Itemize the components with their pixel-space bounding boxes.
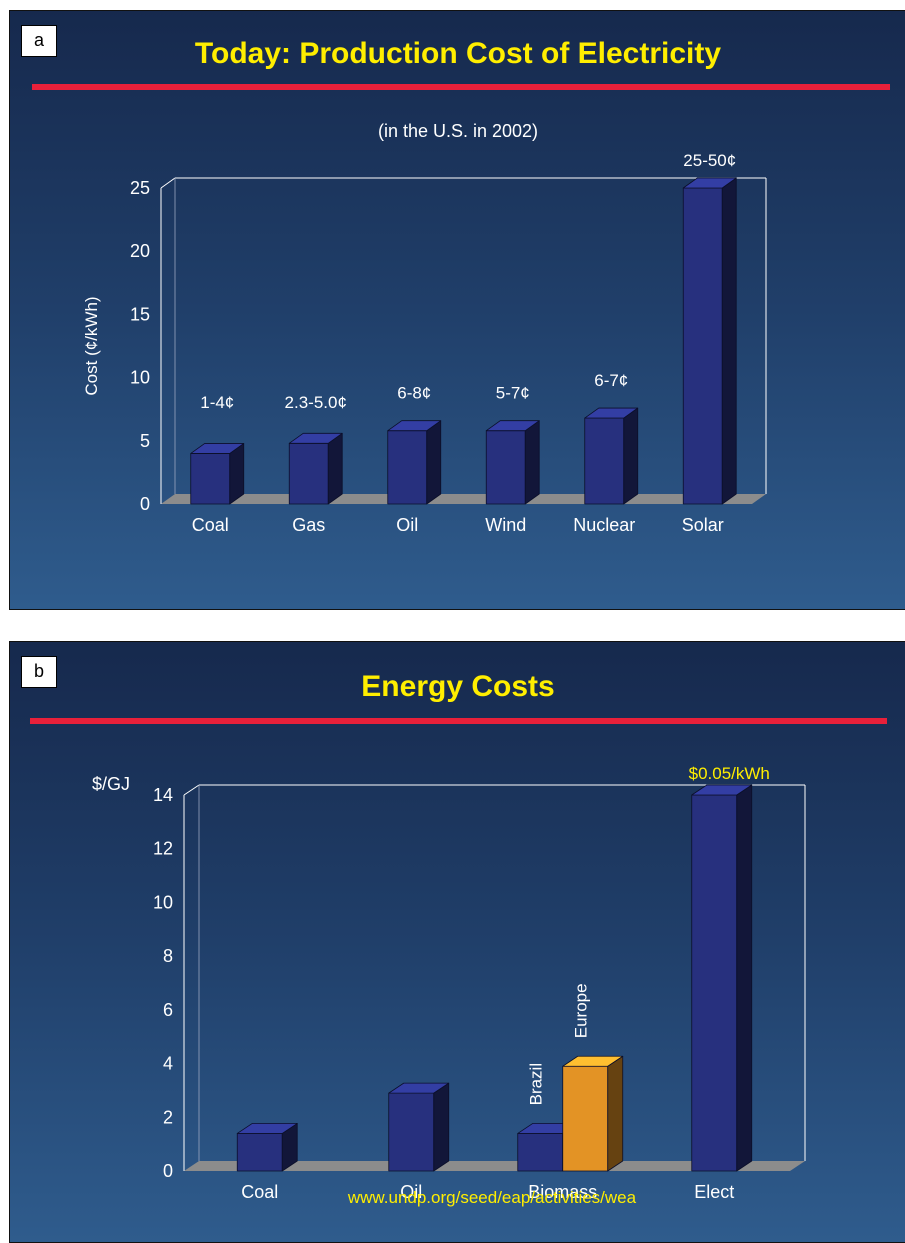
x-tick-label-wind: Wind [485, 515, 526, 535]
chart-a-floor [161, 494, 766, 504]
y-axis-label-b: $/GJ [92, 774, 130, 794]
y-tick-label-b: 12 [153, 839, 173, 859]
bar-solar [682, 177, 737, 505]
data-label-solar: 25-50¢ [683, 151, 736, 170]
bar-coal [236, 1122, 298, 1172]
chart-title-a: Today: Production Cost of Electricity [194, 37, 722, 70]
chart-panel-b: b Energy Costs 0 2 4 6 8 10 12 14 $/GJ Coal Oil Bio… [9, 641, 905, 1243]
bar-oil [388, 1082, 450, 1172]
bar-nuclear [584, 407, 639, 505]
bar-label-elect: $0.05/kWh [689, 764, 770, 783]
x-tick-label-nuclear: Nuclear [573, 515, 635, 535]
data-label-nuclear: 6-7¢ [594, 371, 628, 390]
y-tick-label-b: 8 [163, 946, 173, 966]
panel-label-b: b [21, 656, 57, 688]
chart-b-frame-edge [183, 784, 200, 796]
x-tick-label-oil: Oil [400, 1182, 422, 1202]
y-axis-label-a: Cost (¢/kWh) [82, 296, 101, 395]
bar-gas [288, 432, 343, 505]
chart-panel-a: a Today: Production Cost of Electricity … [9, 10, 905, 610]
y-tick-label-b: 4 [163, 1054, 173, 1074]
data-label-oil: 6-8¢ [397, 384, 431, 403]
x-tick-label-oil: Oil [396, 515, 418, 535]
bar-label-europe: Europe [571, 983, 590, 1038]
data-label-gas: 2.3-5.0¢ [285, 393, 347, 412]
x-tick-label-biomass: Biomass [528, 1182, 597, 1202]
y-tick-label-a: 15 [130, 304, 150, 324]
x-tick-label-elect: Elect [694, 1182, 734, 1202]
chart-b-plot: 0 2 4 6 8 10 12 14 $/GJ Coal Oil Biomass Elect Brazil… [92, 764, 806, 1207]
chart-b-floor [184, 1161, 805, 1171]
bar-label-brazil: Brazil [526, 1063, 545, 1106]
data-label-wind: 5-7¢ [496, 384, 530, 403]
chart-a-frame-edge [160, 177, 176, 189]
y-tick-label-b: 10 [153, 892, 173, 912]
title-rule-a [32, 84, 890, 90]
y-tick-label-a: 25 [130, 178, 150, 198]
bar-elect-0-05-kwh [691, 784, 753, 1172]
title-rule-b [30, 718, 887, 724]
y-tick-label-b: 2 [163, 1107, 173, 1127]
bar-coal [190, 443, 245, 505]
y-tick-label-b: 6 [163, 1000, 173, 1020]
chart-title-b: Energy Costs [361, 670, 555, 703]
x-tick-label-coal: Coal [192, 515, 229, 535]
y-tick-label-b: 0 [163, 1161, 173, 1181]
bar-wind [485, 420, 540, 505]
y-tick-label-a: 0 [140, 494, 150, 514]
y-tick-label-b: 14 [153, 785, 173, 805]
y-tick-label-a: 5 [140, 431, 150, 451]
x-tick-label-gas: Gas [292, 515, 325, 535]
y-tick-label-a: 10 [130, 368, 150, 388]
panel-label-a: a [21, 25, 57, 57]
y-tick-label-a: 20 [130, 241, 150, 261]
x-tick-label-solar: Solar [682, 515, 724, 535]
data-label-coal: 1-4¢ [200, 393, 234, 412]
chart-subtitle-a: (in the U.S. in 2002) [378, 121, 538, 141]
bar-biomass-europe [562, 1055, 624, 1172]
x-tick-label-coal: Coal [241, 1182, 278, 1202]
bar-oil [387, 420, 442, 505]
source-url: www.undp.org/seed/eap/activities/wea [347, 1188, 637, 1207]
chart-a-plot: (in the U.S. in 2002) 0 5 10 15 20 25 Cost (¢/k… [82, 121, 767, 535]
